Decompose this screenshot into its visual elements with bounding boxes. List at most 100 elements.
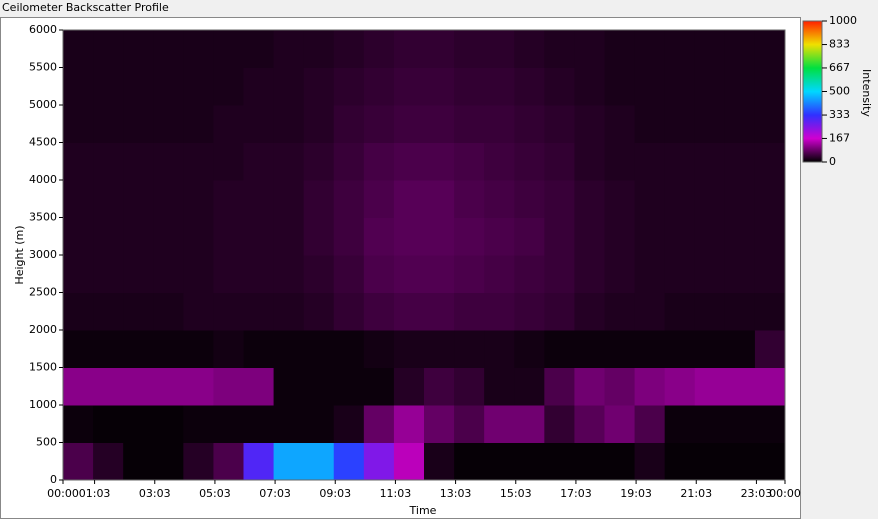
heat-cell	[123, 30, 154, 68]
heat-cell	[183, 30, 214, 68]
heat-cell	[123, 442, 154, 481]
heat-cell	[664, 292, 696, 331]
heat-cell	[393, 405, 425, 443]
y-tick-label: 4500	[29, 136, 57, 149]
heat-cell	[724, 30, 756, 68]
heat-cell	[544, 292, 575, 331]
heat-cell	[183, 405, 214, 443]
heat-cell	[123, 367, 154, 406]
heat-cell	[484, 255, 515, 293]
heat-cell	[514, 255, 545, 293]
heat-cell	[514, 405, 545, 443]
heat-cell	[213, 330, 244, 368]
heat-cell	[123, 405, 154, 443]
heat-cell	[243, 255, 275, 293]
x-tick-label: 19:03	[620, 487, 652, 500]
heat-cell	[424, 67, 455, 106]
heat-cell	[273, 217, 305, 256]
heat-cell	[604, 217, 636, 256]
heat-cell	[604, 105, 636, 143]
heat-cell	[514, 67, 545, 106]
heat-cell	[333, 67, 365, 106]
heat-cell	[153, 142, 184, 181]
heat-cell	[153, 405, 184, 443]
heat-cell	[63, 105, 94, 143]
heat-cell	[754, 442, 786, 481]
heat-cell	[273, 442, 305, 481]
heat-cell	[333, 330, 365, 368]
heat-cell	[333, 292, 365, 331]
heat-cell	[213, 367, 244, 406]
heat-cell	[363, 105, 395, 143]
heat-cell	[664, 255, 696, 293]
heat-cell	[664, 405, 696, 443]
heat-cell	[123, 105, 154, 143]
heat-cell	[243, 67, 275, 106]
x-tick-label: 15:03	[500, 487, 532, 500]
heat-cell	[544, 180, 575, 218]
heat-cell	[363, 30, 395, 68]
heat-cell	[333, 367, 365, 406]
heat-cell	[424, 330, 455, 368]
heat-cell	[93, 180, 124, 218]
heat-cell	[93, 292, 124, 331]
heat-cell	[484, 67, 515, 106]
heat-cell	[634, 292, 666, 331]
heat-cell	[363, 217, 395, 256]
heat-cell	[544, 105, 575, 143]
heat-cell	[93, 255, 124, 293]
heat-cell	[63, 367, 94, 406]
heat-cell	[363, 442, 395, 481]
heat-cell	[424, 217, 455, 256]
heat-cell	[333, 255, 365, 293]
heat-cell	[273, 292, 305, 331]
heat-cell	[724, 217, 756, 256]
heat-cell	[183, 255, 214, 293]
heat-cell	[333, 142, 365, 181]
heat-cell	[484, 105, 515, 143]
heat-cell	[574, 255, 605, 293]
heat-cell	[544, 330, 575, 368]
heat-cell	[724, 442, 756, 481]
y-tick-label: 2500	[29, 286, 57, 299]
heat-cell	[724, 255, 756, 293]
heat-cell	[63, 217, 94, 256]
heat-cell	[634, 442, 666, 481]
heat-cell	[333, 180, 365, 218]
heat-cell	[63, 330, 94, 368]
heat-cell	[454, 255, 485, 293]
heat-cell	[484, 442, 515, 481]
y-axis-label: Height (m)	[13, 225, 26, 284]
heat-cell	[363, 405, 395, 443]
heat-cell	[213, 442, 244, 481]
heat-cell	[694, 180, 726, 218]
y-tick-label: 4000	[29, 173, 57, 186]
heat-cell	[363, 255, 395, 293]
heat-cell	[574, 405, 605, 443]
heat-cell	[514, 330, 545, 368]
heat-cell	[664, 105, 696, 143]
heat-cell	[454, 30, 485, 68]
heat-cell	[93, 105, 124, 143]
heat-cell	[514, 442, 545, 481]
heat-cell	[153, 30, 184, 68]
heat-cell	[153, 217, 184, 256]
colorbar-tick-label: 167	[829, 131, 850, 144]
heat-cell	[273, 142, 305, 181]
heat-cell	[664, 142, 696, 181]
heat-cell	[664, 367, 696, 406]
heat-cell	[153, 67, 184, 106]
heat-cell	[123, 67, 154, 106]
colorbar	[802, 20, 823, 163]
heat-cell	[93, 405, 124, 443]
heat-cell	[333, 405, 365, 443]
heat-cell	[694, 292, 726, 331]
heat-cell	[754, 105, 786, 143]
heat-cell	[484, 180, 515, 218]
colorbar-label: Intensity	[860, 69, 873, 117]
heat-cell	[153, 180, 184, 218]
heat-cell	[754, 67, 786, 106]
heat-cell	[454, 292, 485, 331]
heat-cell	[484, 292, 515, 331]
heat-cell	[724, 67, 756, 106]
